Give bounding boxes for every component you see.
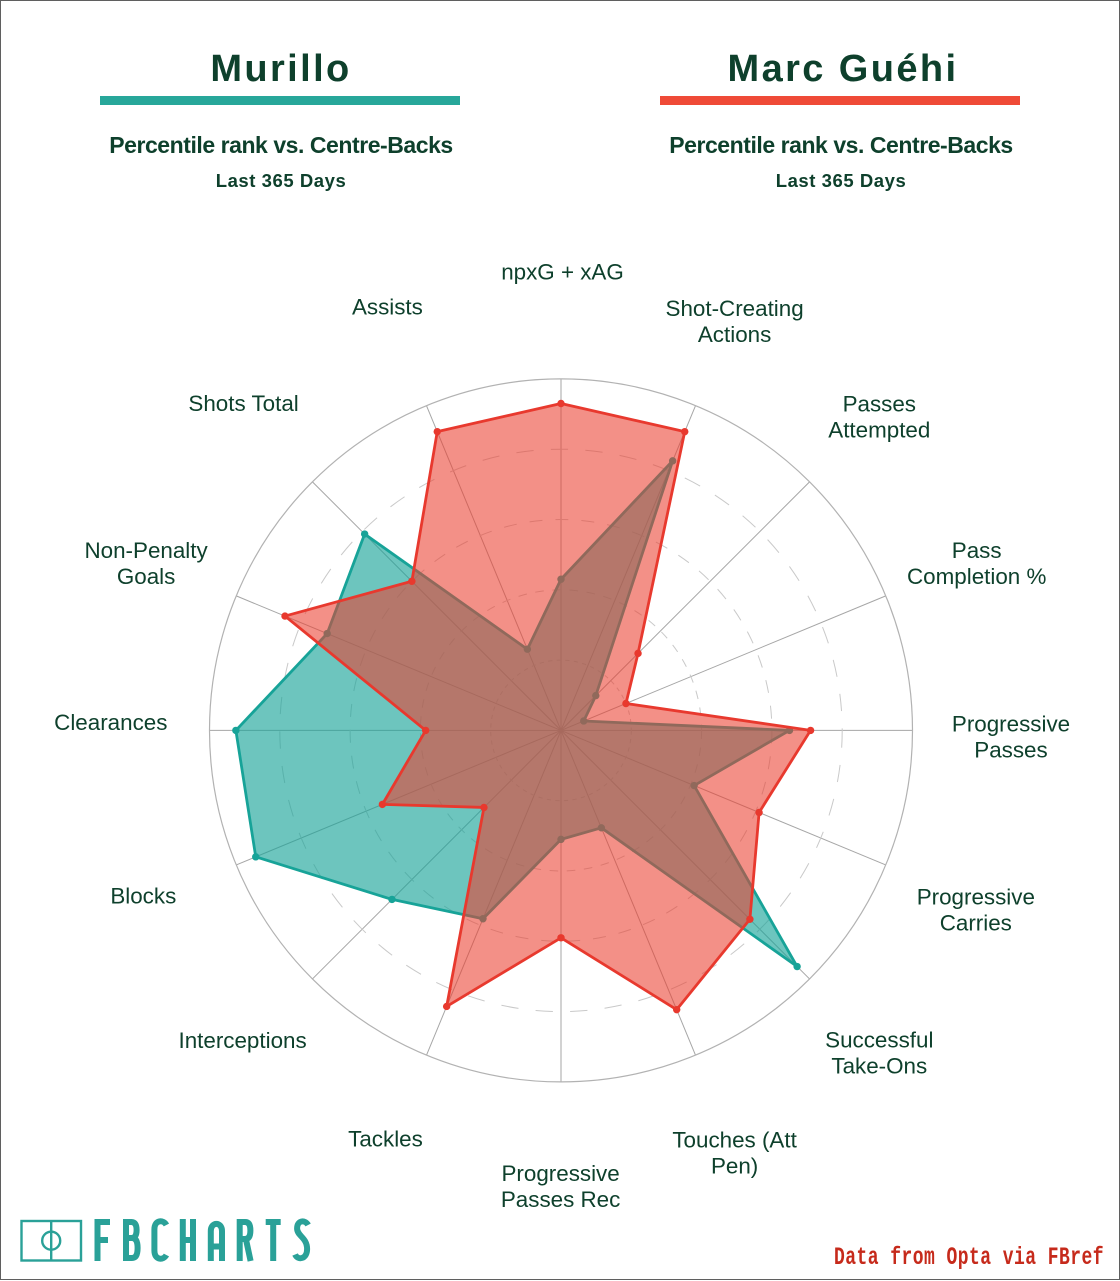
svg-text:npxG + xAG: npxG + xAG	[501, 260, 624, 285]
svg-text:Interceptions: Interceptions	[178, 1028, 306, 1053]
svg-text:Assists: Assists	[352, 295, 423, 320]
svg-text:Blocks: Blocks	[110, 884, 176, 909]
svg-text:Data from Opta via FBref: Data from Opta via FBref	[834, 1243, 1104, 1272]
svg-text:Shots Total: Shots Total	[188, 391, 298, 416]
svg-text:Tackles: Tackles	[348, 1127, 423, 1152]
svg-text:Clearances: Clearances	[54, 710, 167, 735]
